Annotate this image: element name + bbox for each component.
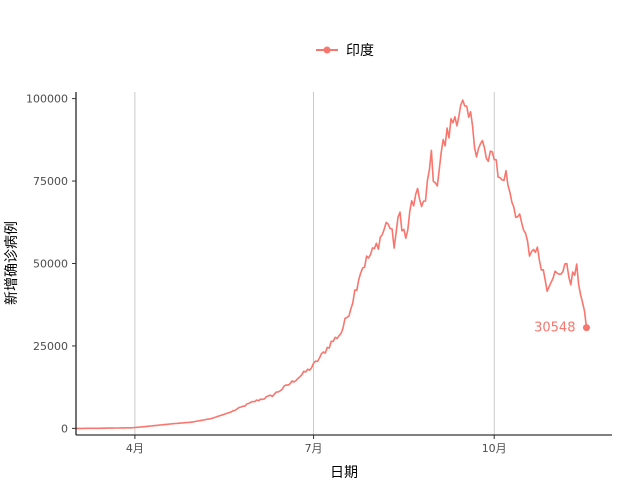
ticks: 4月 7月 10月 0 25000 50000 75000 100000 (26, 93, 507, 455)
y-tick-label: 50000 (33, 258, 68, 271)
x-tick-label: 4月 (126, 442, 144, 455)
series-line-india (76, 99, 588, 430)
y-tick-label: 25000 (33, 340, 68, 353)
x-tick-label: 7月 (305, 442, 323, 455)
y-axis-title: 新增确诊病例 (4, 221, 20, 305)
legend: 印度 (316, 43, 374, 59)
gridlines (134, 92, 495, 435)
last-value-label: 30548 (534, 321, 575, 336)
x-axis-title: 日期 (330, 465, 358, 480)
axes (75, 92, 612, 436)
legend-label: 印度 (346, 43, 374, 59)
last-point-marker (582, 324, 590, 332)
y-tick-label: 0 (61, 422, 68, 435)
y-tick-label: 75000 (33, 175, 68, 188)
y-tick-label: 100000 (26, 93, 68, 106)
x-tick-label: 10月 (482, 442, 507, 455)
series-layer: 30548 (76, 99, 590, 430)
legend-key-point (323, 46, 331, 54)
